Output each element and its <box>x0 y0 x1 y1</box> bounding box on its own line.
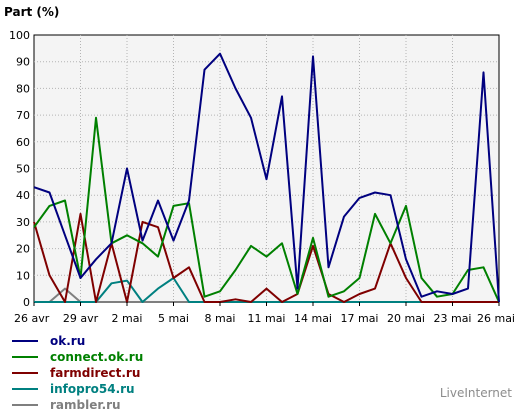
x-tick-label: 5 mai <box>158 312 189 325</box>
y-axis-ticks: 0 10 20 30 40 50 60 70 80 90 100 <box>9 29 30 309</box>
y-axis-title: Part (%) <box>4 5 59 19</box>
x-tick-label: 14 mai <box>294 312 332 325</box>
x-tick-label: 26 mai <box>477 312 515 325</box>
legend-item: farmdirect.ru <box>12 365 143 381</box>
x-tick-label: 23 mai <box>433 312 471 325</box>
x-tick-label: 26 avr <box>14 312 50 325</box>
legend-swatch <box>12 404 38 406</box>
line-chart: 0 10 20 30 40 50 60 70 80 90 100 26 avr 29 avr 2 mai… <box>4 5 515 325</box>
legend-item: rambler.ru <box>12 397 143 413</box>
y-tick-label: 80 <box>16 82 30 95</box>
y-tick-label: 60 <box>16 136 30 149</box>
legend-label: ok.ru <box>50 334 86 348</box>
legend-swatch <box>12 340 38 342</box>
y-tick-label: 10 <box>16 269 30 282</box>
legend-swatch <box>12 356 38 358</box>
x-tick-label: 17 mai <box>340 312 378 325</box>
y-tick-label: 30 <box>16 216 30 229</box>
legend-label: rambler.ru <box>50 398 121 412</box>
y-tick-label: 70 <box>16 109 30 122</box>
x-tick-label: 8 mai <box>204 312 235 325</box>
legend-label: connect.ok.ru <box>50 350 144 364</box>
legend-label: infopro54.ru <box>50 382 135 396</box>
chart-legend: ok.ru connect.ok.ru farmdirect.ru infopro54… <box>12 333 143 413</box>
series-line-ok-ru <box>33 52 500 303</box>
x-tick-label: 29 avr <box>63 312 99 325</box>
legend-item: ok.ru <box>12 333 143 349</box>
legend-swatch <box>12 388 38 390</box>
legend-label: farmdirect.ru <box>50 366 141 380</box>
legend-item: infopro54.ru <box>12 381 143 397</box>
x-axis-ticks: 26 avr 29 avr 2 mai 5 mai 8 mai 11 mai 14 mai 1… <box>14 302 515 325</box>
y-tick-label: 50 <box>16 163 30 176</box>
brand-label: LiveInternet <box>439 386 512 400</box>
x-tick-label: 11 mai <box>247 312 285 325</box>
y-tick-label: 20 <box>16 243 30 256</box>
y-tick-label: 40 <box>16 189 30 202</box>
x-tick-label: 2 mai <box>111 312 142 325</box>
y-tick-label: 100 <box>9 29 30 42</box>
legend-item: connect.ok.ru <box>12 349 143 365</box>
x-tick-label: 20 mai <box>387 312 425 325</box>
legend-swatch <box>12 372 38 374</box>
y-tick-label: 90 <box>16 56 30 69</box>
y-tick-label: 0 <box>23 296 30 309</box>
